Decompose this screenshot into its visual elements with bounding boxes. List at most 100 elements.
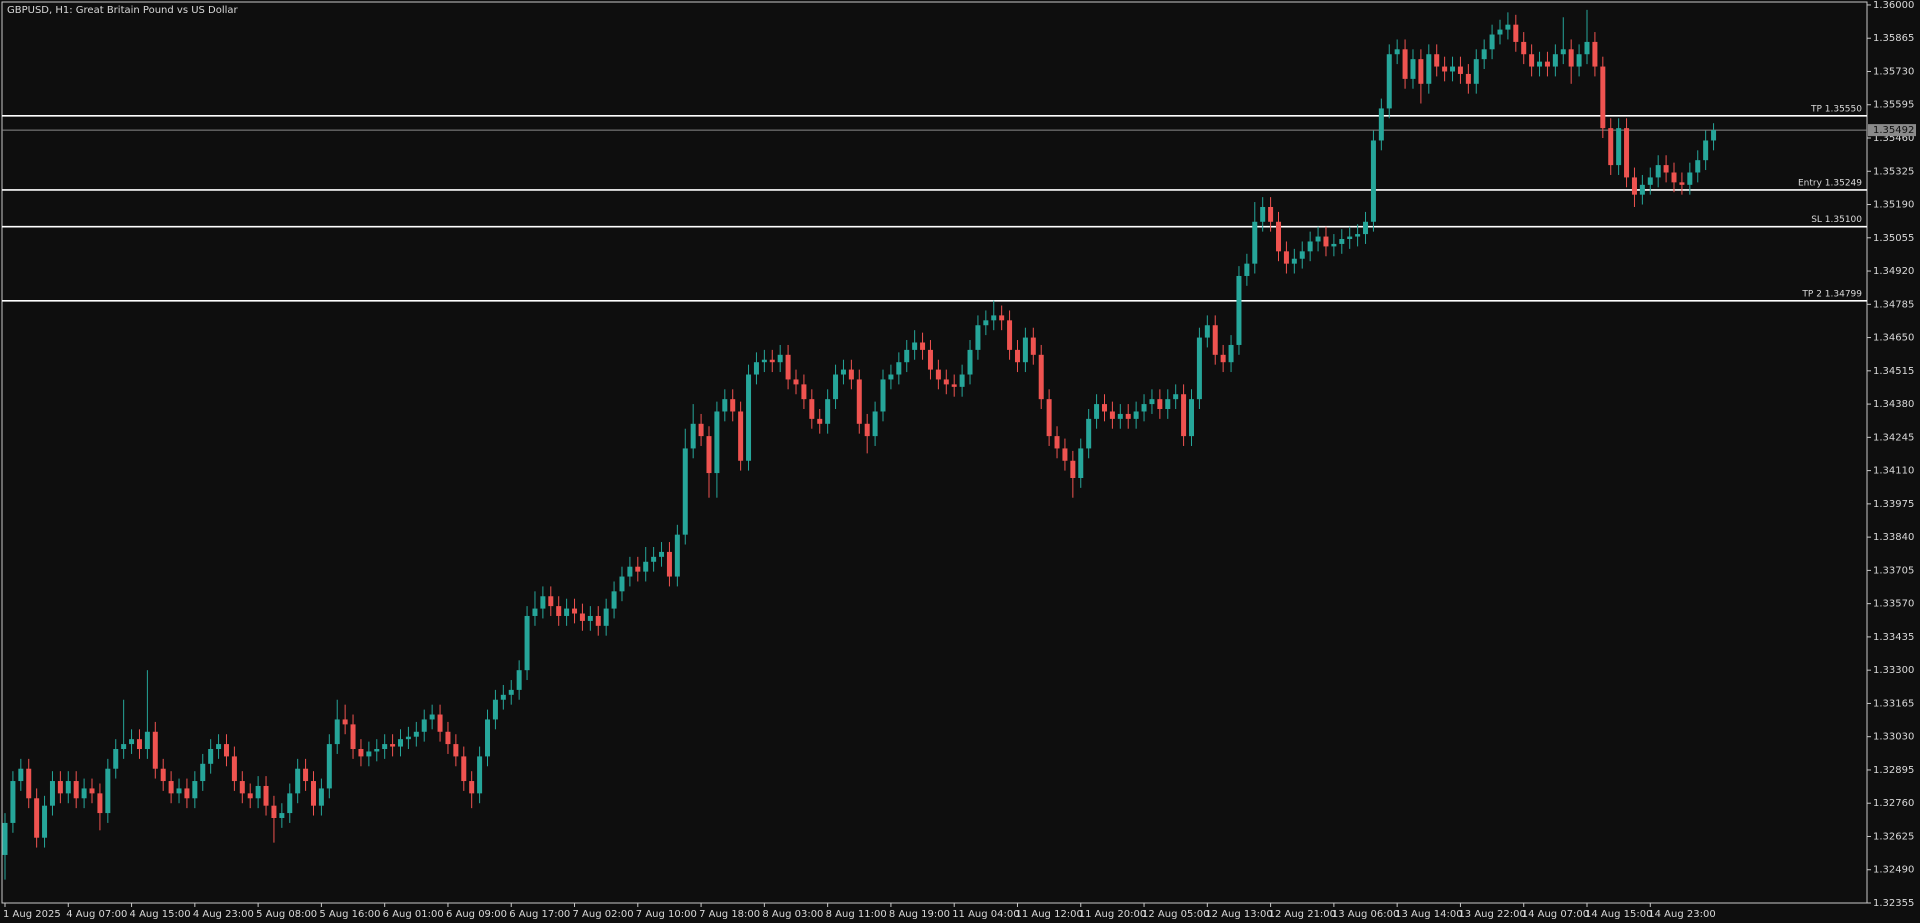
candle-body <box>65 781 71 794</box>
candle-body <box>42 805 48 838</box>
candle-body <box>326 744 332 789</box>
candle-body <box>1513 24 1519 42</box>
x-tick-label: 1 Aug 2025 <box>3 909 61 920</box>
candle-body <box>1331 243 1337 247</box>
candle-body <box>1600 66 1606 129</box>
candle-body <box>1299 251 1305 259</box>
candle-body <box>334 719 340 745</box>
candle-body <box>34 798 40 838</box>
candle-body <box>1418 59 1424 84</box>
x-tick-label: 6 Aug 17:00 <box>509 909 570 920</box>
x-tick-label: 6 Aug 09:00 <box>446 909 507 920</box>
candle-body <box>152 731 158 769</box>
candle-body <box>785 354 791 380</box>
candle-body <box>967 349 973 375</box>
candle-body <box>358 749 364 757</box>
candle-body <box>1529 54 1535 67</box>
candle-body <box>295 768 301 794</box>
candle-body <box>1315 236 1321 242</box>
candle-body <box>73 781 79 799</box>
candle-body <box>1481 49 1487 60</box>
candle-body <box>524 615 530 671</box>
y-tick-label: 1.35325 <box>1873 166 1914 177</box>
candle-body <box>105 768 111 814</box>
candle-body <box>1497 29 1503 35</box>
candle-body <box>1465 73 1471 84</box>
x-tick-label: 8 Aug 19:00 <box>889 909 950 920</box>
candle-body <box>1537 61 1543 67</box>
level-label: TP 1.35550 <box>1810 104 1862 114</box>
candle-body <box>579 613 585 621</box>
y-tick-label: 1.36000 <box>1873 0 1914 11</box>
candle-body <box>975 325 981 350</box>
candle-body <box>445 731 451 745</box>
candle-body <box>1608 128 1614 166</box>
candle-body <box>485 719 491 757</box>
candle-body <box>239 781 245 794</box>
y-tick-label: 1.32760 <box>1873 798 1914 809</box>
candle-body <box>1196 337 1202 400</box>
y-tick-label: 1.32895 <box>1873 765 1914 776</box>
candle-body <box>1260 206 1266 222</box>
candle-body <box>1283 251 1289 264</box>
candle-body <box>564 608 570 616</box>
candle-body <box>310 781 316 806</box>
candle-body <box>1489 34 1495 50</box>
candle-body <box>1070 460 1076 478</box>
y-tick-label: 1.33030 <box>1873 732 1914 743</box>
candle-body <box>1568 49 1574 67</box>
y-tick-label: 1.32490 <box>1873 865 1914 876</box>
x-tick-label: 14 Aug 15:00 <box>1585 909 1652 920</box>
candle-body <box>516 670 522 690</box>
candle-body <box>1181 394 1187 437</box>
candle-body <box>991 315 997 321</box>
candle-body <box>840 369 846 375</box>
x-tick-label: 12 Aug 05:00 <box>1142 909 1209 920</box>
candle-body <box>1703 140 1709 161</box>
candle-body <box>943 379 949 385</box>
candle-body <box>184 788 190 799</box>
candle-body <box>49 781 55 806</box>
x-tick-label: 11 Aug 12:00 <box>1015 909 1082 920</box>
candle-body <box>1473 59 1479 84</box>
y-tick-label: 1.33840 <box>1873 532 1914 543</box>
candle-body <box>888 374 894 380</box>
candle-body <box>587 615 593 621</box>
candle-body <box>1268 206 1274 222</box>
candle-body <box>1544 61 1550 67</box>
x-tick-label: 11 Aug 04:00 <box>952 909 1019 920</box>
candle-body <box>1370 140 1376 222</box>
candle-body <box>1236 275 1242 345</box>
y-tick-label: 1.34650 <box>1873 333 1914 344</box>
x-tick-label: 6 Aug 01:00 <box>383 909 444 920</box>
candle-body <box>603 608 609 626</box>
candle-body <box>1616 128 1622 166</box>
candle-body <box>1244 263 1250 276</box>
candle-body <box>1133 411 1139 419</box>
candle-body <box>1679 182 1685 185</box>
level-label: TP 2 1.34799 <box>1801 289 1862 299</box>
y-tick-label: 1.35460 <box>1873 133 1914 144</box>
chart-title: GBPUSD, H1: Great Britain Pound vs US Do… <box>7 5 239 16</box>
candle-body <box>666 551 672 577</box>
candle-body <box>896 362 902 375</box>
candle-body <box>2 822 8 855</box>
candle-body <box>382 744 388 750</box>
candle-body <box>1457 66 1463 74</box>
candle-body <box>318 788 324 806</box>
candle-body <box>793 379 799 385</box>
x-tick-label: 14 Aug 23:00 <box>1648 909 1715 920</box>
candle-body <box>1394 49 1400 55</box>
candle-body <box>81 788 87 799</box>
x-tick-label: 7 Aug 10:00 <box>636 909 697 920</box>
candle-body <box>1584 41 1590 55</box>
candle-body <box>1220 354 1226 363</box>
candle-body <box>1078 448 1084 478</box>
x-tick-label: 12 Aug 21:00 <box>1269 909 1336 920</box>
candle-body <box>1189 399 1194 437</box>
y-tick-label: 1.32625 <box>1873 831 1914 842</box>
candle-body <box>413 731 419 737</box>
candle-body <box>405 736 411 740</box>
y-tick-label: 1.32355 <box>1873 898 1914 909</box>
